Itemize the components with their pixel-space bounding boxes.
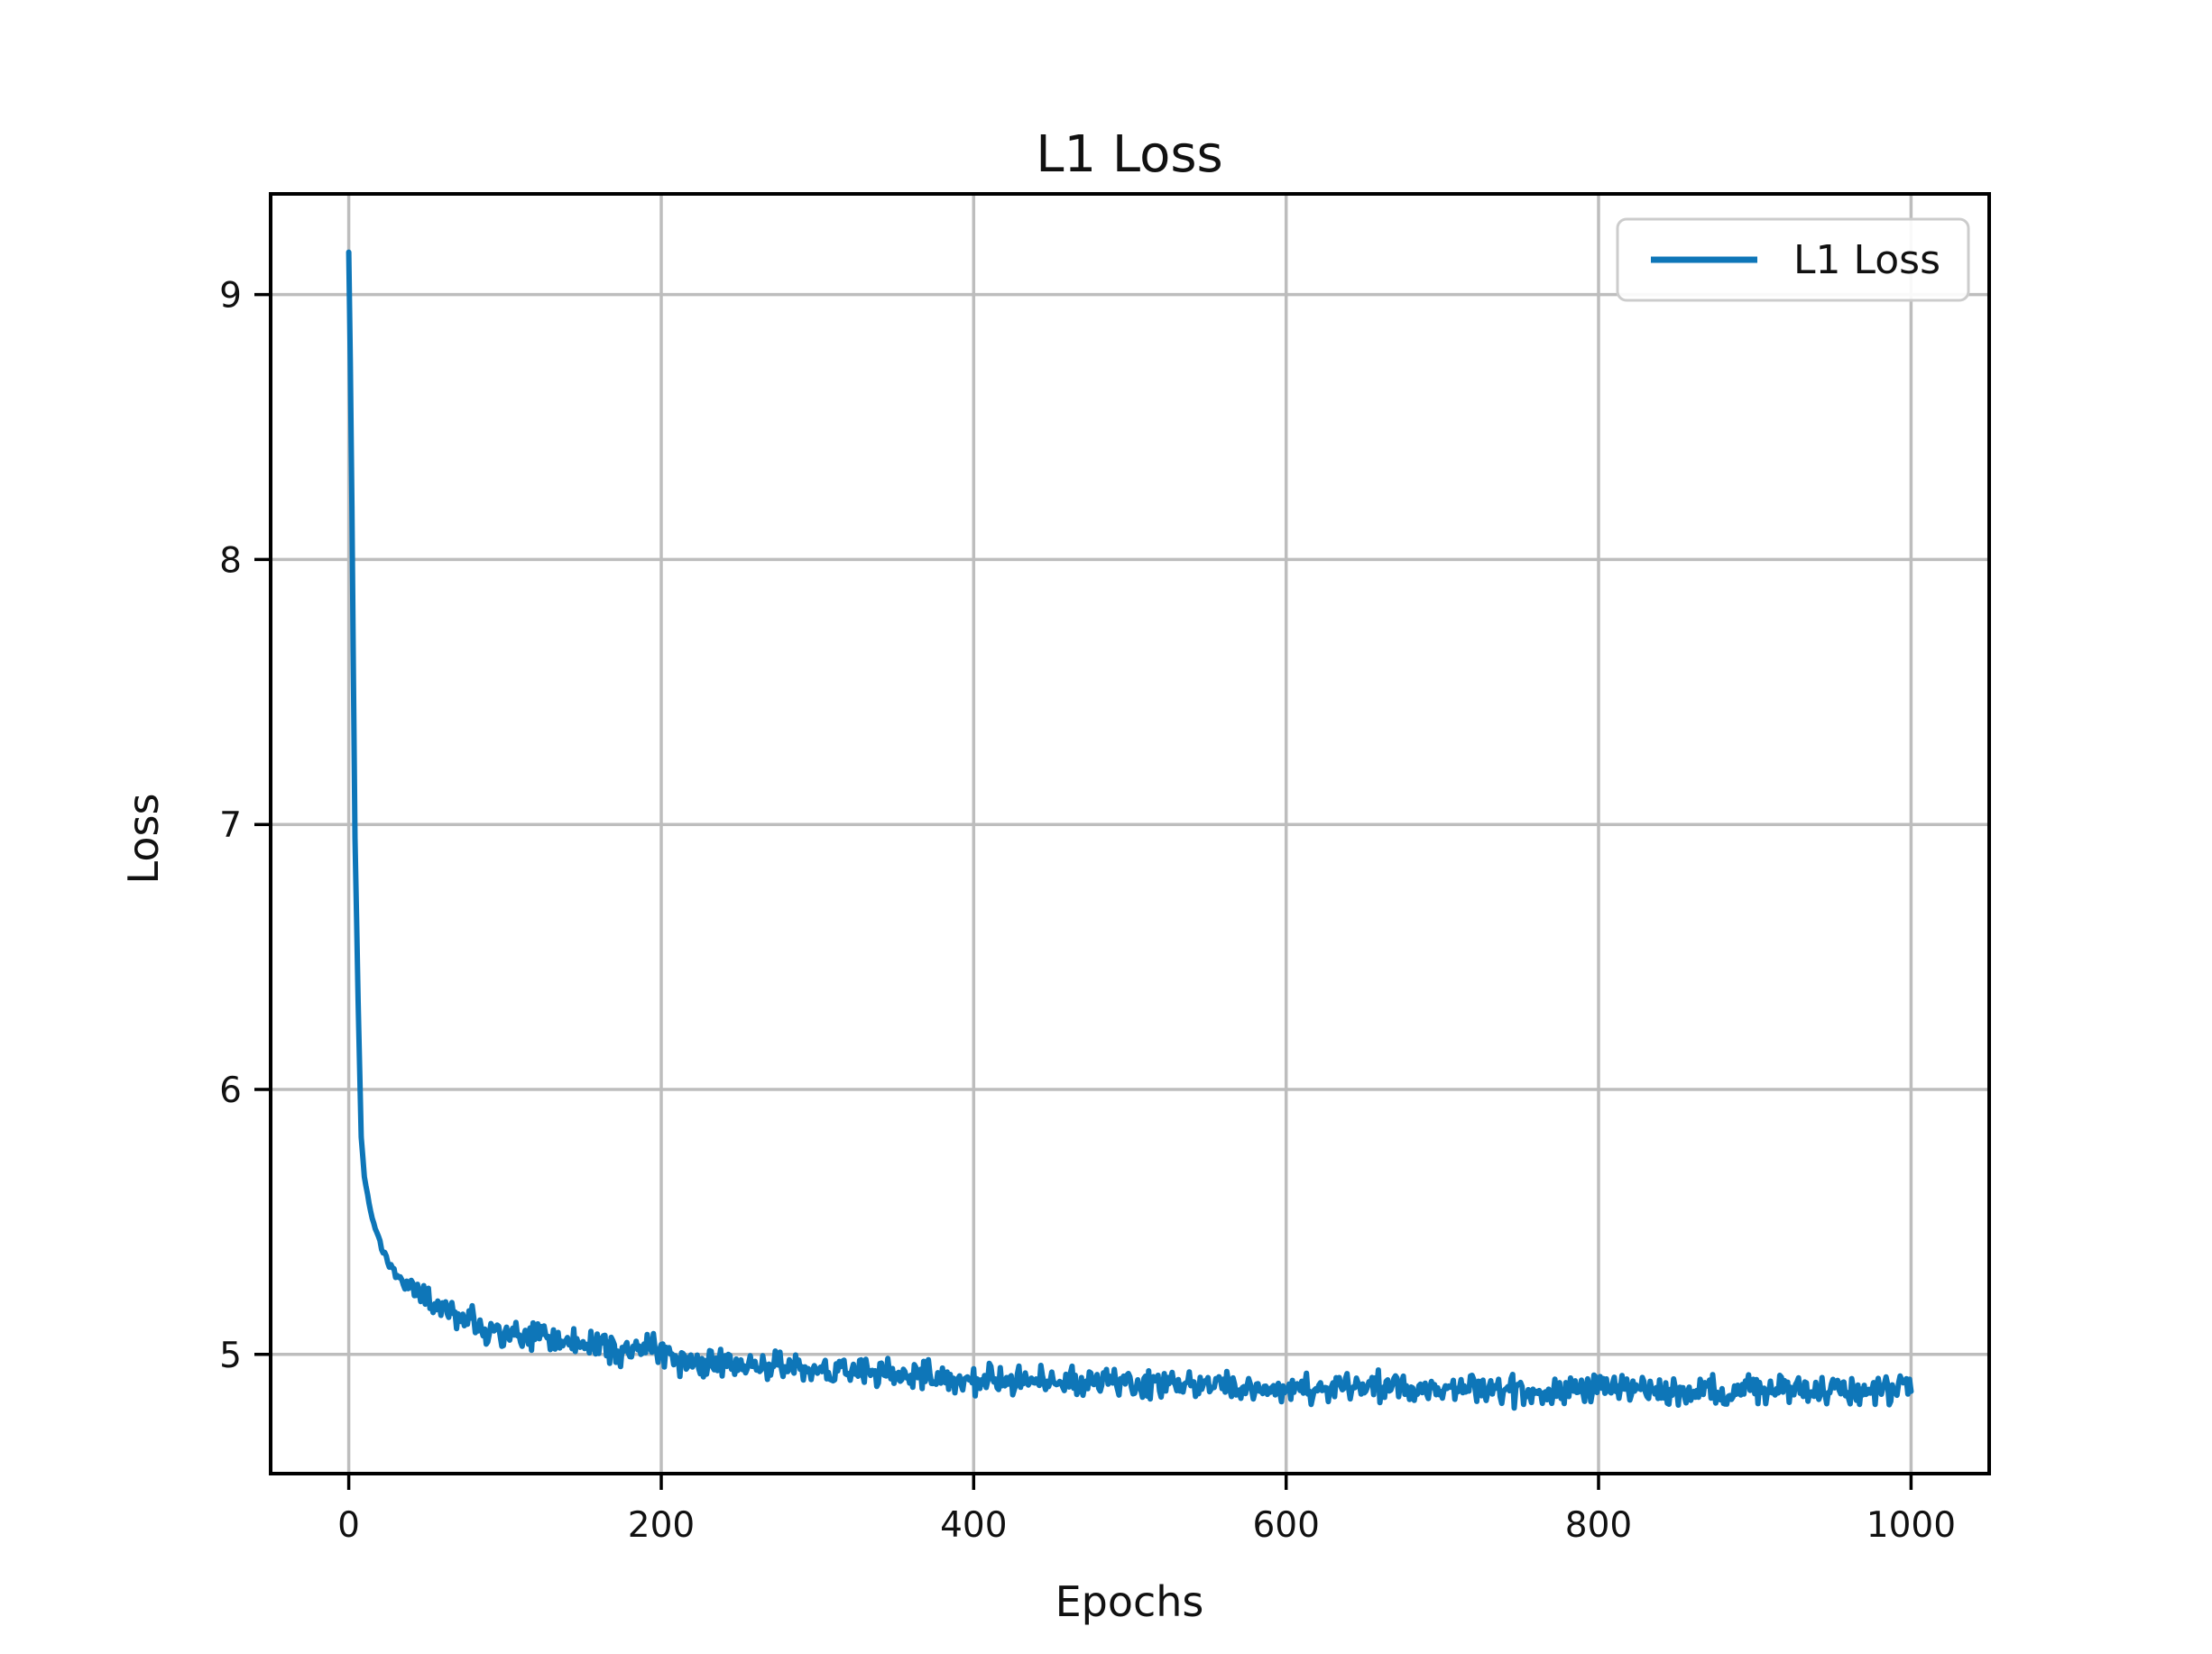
plot-area (271, 194, 1989, 1474)
loss-curve (346, 249, 1914, 1411)
y-tick-label: 6 (219, 1071, 242, 1111)
x-tick-label: 600 (1252, 1505, 1319, 1546)
x-tick-label: 0 (337, 1505, 360, 1546)
y-tick-label: 7 (219, 805, 242, 846)
y-tick-label: 9 (219, 276, 242, 317)
series-layer (346, 249, 1914, 1411)
x-tick-label: 200 (628, 1505, 695, 1546)
legend: L1 Loss (1616, 217, 1970, 302)
legend-box (1616, 217, 1970, 302)
x-tick-label: 1000 (1866, 1505, 1956, 1546)
x-tick-label: 800 (1565, 1505, 1632, 1546)
grid-layer (271, 194, 1989, 1474)
x-axis-label: Epochs (1055, 1577, 1204, 1626)
x-tick-label: 400 (940, 1505, 1007, 1546)
y-tick-label: 8 (219, 540, 242, 581)
y-tick-label: 5 (219, 1336, 242, 1376)
legend-entry-label: L1 Loss (1793, 237, 1940, 283)
tick-layer: 0 200 400 600 800 1000 5 6 7 8 9 (219, 276, 1956, 1546)
chart-title: L1 Loss (1036, 125, 1222, 184)
axes-frame (269, 192, 1991, 1475)
y-axis-label: Loss (119, 794, 168, 885)
